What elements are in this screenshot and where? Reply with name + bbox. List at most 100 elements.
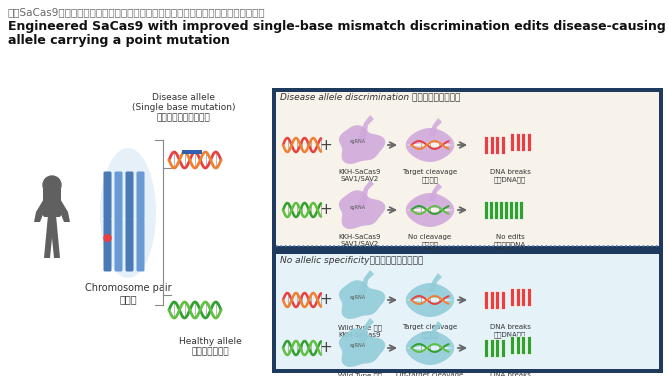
FancyBboxPatch shape <box>114 218 122 271</box>
Text: 新型SaCas9核酸酶可區分和編輯只有單鹼基變異目標，有助治療與單一突變相關的疾病: 新型SaCas9核酸酶可區分和編輯只有單鹼基變異目標，有助治療與單一突變相關的疾… <box>8 7 266 17</box>
Bar <box>526 288 530 306</box>
FancyBboxPatch shape <box>43 187 61 217</box>
Text: DNA breaks
變異DNA酶裂: DNA breaks 變異DNA酶裂 <box>490 324 530 338</box>
Polygon shape <box>57 197 70 222</box>
Bar <box>490 136 494 154</box>
Bar <box>516 133 520 151</box>
FancyBboxPatch shape <box>104 171 112 220</box>
Text: Engineered SaCas9 with improved single-base mismatch discrimination edits diseas: Engineered SaCas9 with improved single-b… <box>8 20 666 33</box>
Bar <box>526 336 530 354</box>
Bar <box>484 136 488 154</box>
FancyBboxPatch shape <box>136 171 144 220</box>
Bar <box>495 291 499 309</box>
Text: KKH-SaCas9
SAV1/SAV2: KKH-SaCas9 SAV1/SAV2 <box>339 169 381 182</box>
Polygon shape <box>428 273 442 291</box>
Polygon shape <box>428 118 442 136</box>
Bar <box>484 201 488 219</box>
Bar <box>510 133 514 151</box>
Bar <box>490 291 494 309</box>
Polygon shape <box>405 210 454 227</box>
Text: Target cleavage
前編目標: Target cleavage 前編目標 <box>402 324 458 338</box>
FancyBboxPatch shape <box>136 218 144 271</box>
Polygon shape <box>405 128 454 145</box>
Bar <box>138 217 143 224</box>
Bar <box>116 217 121 224</box>
Polygon shape <box>358 180 374 205</box>
Text: +: + <box>319 293 333 308</box>
Text: sgRNA: sgRNA <box>350 343 366 347</box>
Text: KKH-SaCas9
SAV1/SAV2: KKH-SaCas9 SAV1/SAV2 <box>339 234 381 247</box>
Bar <box>489 201 493 219</box>
Bar <box>516 288 520 306</box>
Ellipse shape <box>100 148 156 278</box>
Bar <box>504 201 508 219</box>
Text: sgRNA: sgRNA <box>350 205 366 209</box>
Bar <box>276 254 659 369</box>
Bar <box>495 136 499 154</box>
Text: +: + <box>319 341 333 355</box>
FancyBboxPatch shape <box>114 171 122 220</box>
Text: sgRNA: sgRNA <box>350 294 366 300</box>
Bar <box>276 92 659 246</box>
Polygon shape <box>339 125 385 164</box>
Text: Healthy allele
健康的等位基因: Healthy allele 健康的等位基因 <box>178 337 241 356</box>
Polygon shape <box>428 183 442 202</box>
Text: DNA breaks
正常DNA酶裂: DNA breaks 正常DNA酶裂 <box>490 372 530 376</box>
Text: Wild Type 原型
KKH-SaCas9: Wild Type 原型 KKH-SaCas9 <box>338 372 382 376</box>
Text: No cleavage
沒有編輯: No cleavage 沒有編輯 <box>408 234 452 248</box>
Bar <box>521 288 525 306</box>
Bar <box>510 288 514 306</box>
Polygon shape <box>339 190 385 229</box>
Bar <box>127 217 132 224</box>
Bar <box>500 339 504 357</box>
FancyBboxPatch shape <box>126 218 134 271</box>
Polygon shape <box>405 300 454 317</box>
Polygon shape <box>405 331 454 348</box>
Polygon shape <box>405 283 454 300</box>
Bar <box>484 291 488 309</box>
Polygon shape <box>339 280 385 319</box>
Text: Disease allele discrimination 病變基因分辨和編輯: Disease allele discrimination 病變基因分辨和編輯 <box>280 92 460 101</box>
Text: +: + <box>319 203 333 217</box>
Bar <box>510 336 514 354</box>
Text: Wild Type 原型
KKH-SaCas9: Wild Type 原型 KKH-SaCas9 <box>338 324 382 338</box>
Bar <box>500 136 504 154</box>
Circle shape <box>43 176 61 194</box>
Bar <box>495 339 499 357</box>
Text: Off-target cleavage
脫靶效應: Off-target cleavage 脫靶效應 <box>396 372 464 376</box>
FancyBboxPatch shape <box>104 218 112 271</box>
Text: Chromosome pair
染色體: Chromosome pair 染色體 <box>85 283 171 305</box>
Text: Disease allele
(Single base mutation)
單鹼基變異的等位基因: Disease allele (Single base mutation) 單鹼… <box>132 93 235 123</box>
Text: No edits
完整正常DNA: No edits 完整正常DNA <box>494 234 526 248</box>
Bar <box>500 291 504 309</box>
Polygon shape <box>405 348 454 365</box>
Bar <box>514 201 518 219</box>
Text: DNA breaks
變異DNA酶裂: DNA breaks 變異DNA酶裂 <box>490 169 530 183</box>
Bar <box>182 150 202 154</box>
Bar <box>272 250 663 373</box>
Bar <box>516 336 520 354</box>
Bar <box>519 201 523 219</box>
Polygon shape <box>339 328 385 367</box>
Bar <box>494 201 498 219</box>
Text: allele carrying a point mutation: allele carrying a point mutation <box>8 34 230 47</box>
Bar <box>521 133 525 151</box>
Bar <box>526 133 530 151</box>
Polygon shape <box>358 270 374 295</box>
Polygon shape <box>44 215 54 258</box>
Bar <box>484 339 488 357</box>
Circle shape <box>104 235 111 241</box>
Bar <box>272 88 663 250</box>
Bar <box>490 339 494 357</box>
Bar <box>521 336 525 354</box>
FancyBboxPatch shape <box>126 171 134 220</box>
Text: No allelic specificity沒有等位專一性的編輯: No allelic specificity沒有等位專一性的編輯 <box>280 256 424 265</box>
Text: Target cleavage
前編目標: Target cleavage 前編目標 <box>402 169 458 183</box>
Polygon shape <box>428 321 442 340</box>
Polygon shape <box>405 193 454 210</box>
Polygon shape <box>358 115 374 139</box>
Polygon shape <box>34 197 47 222</box>
Polygon shape <box>405 145 454 162</box>
Bar <box>499 201 503 219</box>
Text: sgRNA: sgRNA <box>350 139 366 144</box>
